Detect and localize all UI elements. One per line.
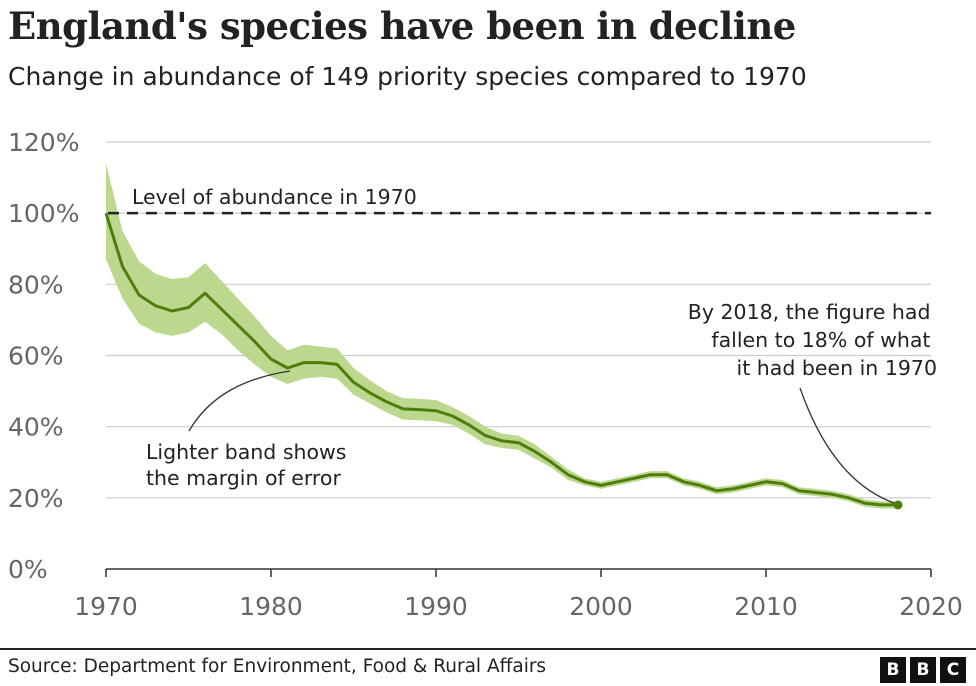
y-tick-label: 100% — [8, 199, 79, 228]
end-point-marker — [893, 500, 903, 510]
chart-title: England's species have been in decline — [8, 4, 796, 48]
y-tick-label: 80% — [8, 270, 64, 299]
annotations: Lighter band shows the margin of error B… — [146, 300, 937, 504]
x-tick-label: 1970 — [74, 592, 138, 621]
annotation-error-band-line: the margin of error — [146, 466, 341, 490]
annotation-error-band-line: Lighter band shows — [146, 440, 346, 464]
footer-divider — [0, 648, 976, 650]
reference-layer: Level of abundance in 1970 — [108, 185, 931, 215]
annotation-2018-line: By 2018, the figure had — [688, 300, 931, 324]
y-tick-label: 40% — [8, 413, 64, 442]
x-tick-label: 2010 — [734, 592, 798, 621]
annotation-error-band: Lighter band shows the margin of error — [146, 440, 353, 490]
axes: 0% 20% 40% 60% 80% 100% 120% 1970 1980 1990 2000 20… — [8, 128, 963, 621]
y-tick-label: 0% — [8, 555, 48, 584]
annotation-2018-pointer — [799, 387, 895, 504]
x-tick-label: 2000 — [569, 592, 633, 621]
bbc-logo-letter: B — [910, 657, 936, 683]
y-tick-label: 60% — [8, 342, 64, 371]
bbc-logo: B B C — [880, 657, 966, 683]
bbc-logo-letter: B — [880, 657, 906, 683]
y-tick-label: 20% — [8, 484, 64, 513]
y-tick-label: 120% — [8, 128, 79, 157]
source-note: Source: Department for Environment, Food… — [8, 656, 547, 677]
series-line — [104, 212, 898, 507]
annotation-2018-line: fallen to 18% of what — [711, 328, 930, 352]
chart-subtitle: Change in abundance of 149 priority spec… — [8, 62, 807, 91]
annotation-error-band-pointer — [188, 370, 291, 432]
reference-line-label: Level of abundance in 1970 — [132, 185, 417, 209]
x-tick-label: 2020 — [899, 592, 963, 621]
annotation-2018-line: it had been in 1970 — [737, 356, 937, 380]
series-line-layer — [104, 212, 903, 510]
annotation-2018: By 2018, the figure had fallen to 18% of… — [688, 300, 937, 380]
x-tick-label: 1980 — [239, 592, 303, 621]
x-tick-label: 1990 — [404, 592, 468, 621]
bbc-logo-letter: C — [940, 657, 966, 683]
